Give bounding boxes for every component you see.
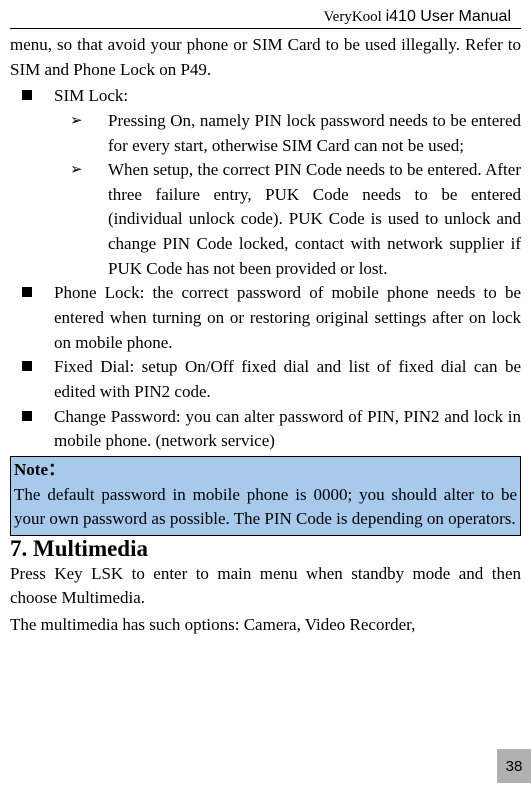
phonelock-text: Phone Lock: the correct password of mobi… — [54, 283, 521, 351]
brand-text: VeryKool — [324, 9, 386, 25]
square-bullet-icon — [22, 287, 32, 297]
page-number: 38 — [497, 749, 531, 783]
note-title: Note： — [14, 458, 517, 483]
simlock-sublist: ➢ Pressing On, namely PIN lock password … — [54, 109, 521, 281]
square-bullet-icon — [22, 361, 32, 371]
note-box: Note： The default password in mobile pho… — [10, 456, 521, 536]
section-paragraph-2: The multimedia has such options: Camera,… — [10, 613, 521, 638]
page-number-value: 38 — [506, 758, 523, 775]
changepwd-text: Change Password: you can alter password … — [54, 407, 521, 451]
square-bullet-icon — [22, 411, 32, 421]
sub-item: ➢ When setup, the correct PIN Code needs… — [54, 158, 521, 281]
sub-text: Pressing On, namely PIN lock password ne… — [108, 111, 521, 155]
list-item-simlock: SIM Lock: ➢ Pressing On, namely PIN lock… — [10, 84, 521, 281]
triangle-bullet-icon: ➢ — [70, 163, 83, 178]
note-body: The default password in mobile phone is … — [14, 483, 517, 532]
square-bullet-icon — [22, 90, 32, 100]
section-heading: 7. Multimedia — [10, 536, 521, 562]
sub-item: ➢ Pressing On, namely PIN lock password … — [54, 109, 521, 158]
list-item-fixeddial: Fixed Dial: setup On/Off fixed dial and … — [10, 355, 521, 404]
simlock-title: SIM Lock: — [54, 86, 128, 105]
feature-list: SIM Lock: ➢ Pressing On, namely PIN lock… — [10, 84, 521, 454]
intro-paragraph: menu, so that avoid your phone or SIM Ca… — [10, 33, 521, 82]
triangle-bullet-icon: ➢ — [70, 114, 83, 129]
list-item-phonelock: Phone Lock: the correct password of mobi… — [10, 281, 521, 355]
page-header: VeryKool i410 User Manual — [10, 8, 521, 28]
sub-text: When setup, the correct PIN Code needs t… — [108, 160, 521, 278]
list-item-changepwd: Change Password: you can alter password … — [10, 405, 521, 454]
fixeddial-text: Fixed Dial: setup On/Off fixed dial and … — [54, 357, 521, 401]
section-paragraph-1: Press Key LSK to enter to main menu when… — [10, 562, 521, 611]
header-rule — [10, 28, 521, 29]
model-text: i410 User Manual — [386, 8, 511, 25]
